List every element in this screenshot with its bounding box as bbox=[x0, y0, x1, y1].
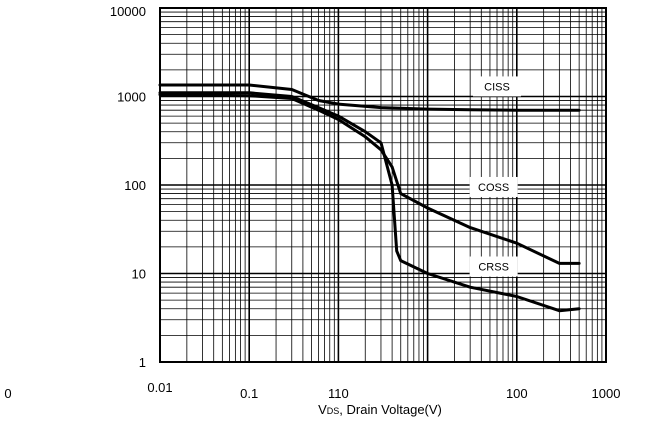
y-tick-label: 1 bbox=[139, 355, 146, 370]
y-tick-labels: 1 10 100 1000 10000 bbox=[110, 4, 146, 370]
x-tick-label: 100 bbox=[506, 386, 528, 401]
series-line-crss bbox=[158, 91, 581, 313]
series-label-box bbox=[473, 76, 522, 97]
series-label-text: CISS bbox=[484, 81, 510, 93]
x-axis-title: VDS, Drain Voltage(V) bbox=[318, 402, 442, 417]
y-tick-label: 10000 bbox=[110, 4, 146, 19]
series-label-box bbox=[469, 256, 518, 277]
series-label-text: CRSS bbox=[478, 261, 509, 273]
series-line-ciss bbox=[158, 83, 581, 112]
series-label-text: COSS bbox=[478, 182, 509, 194]
x-tick-labels: 0.01 0.1 110 100 1000 bbox=[147, 380, 620, 401]
series-label-ciss: CISS bbox=[473, 76, 522, 97]
x-tick-label: 0.01 bbox=[147, 380, 172, 395]
series-layer bbox=[158, 83, 581, 313]
x-tick-label: 0.1 bbox=[240, 386, 258, 401]
series-label-crss: CRSS bbox=[469, 256, 518, 277]
series-label-layer: CISS COSS CRSS bbox=[469, 76, 522, 277]
plot-frame bbox=[159, 7, 607, 363]
y-tick-label: 10 bbox=[132, 267, 146, 282]
x-tick-label: 1000 bbox=[592, 386, 621, 401]
y-tick-label: 100 bbox=[124, 178, 146, 193]
series-label-box bbox=[469, 176, 518, 197]
series-label-coss: COSS bbox=[469, 176, 518, 197]
y-tick-label: 1000 bbox=[117, 90, 146, 105]
x-stray-tick-label: 0 bbox=[4, 386, 11, 401]
x-tick-label: 110 bbox=[328, 386, 349, 401]
